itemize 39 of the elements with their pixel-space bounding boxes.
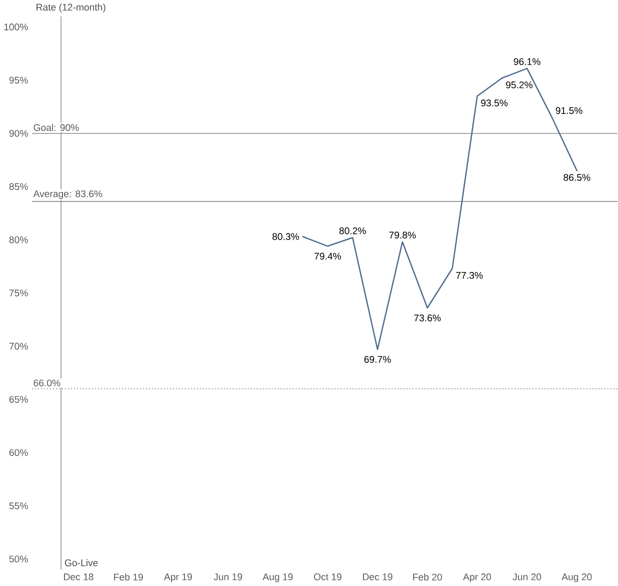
ref-line-label: 66.0%	[34, 380, 60, 387]
y-tick-label: 60%	[9, 449, 28, 456]
data-label: 69.7%	[364, 356, 391, 363]
y-tick-label: 100%	[4, 24, 28, 30]
x-tick-label: Dec 19	[363, 574, 392, 580]
y-tick-label: 80%	[9, 236, 28, 244]
x-tick-label: Aug 20	[562, 574, 592, 582]
y-tick-label: 85%	[9, 183, 28, 190]
data-label: 95.2%	[506, 82, 533, 88]
y-tick-label: 65%	[9, 396, 28, 403]
x-tick-label: Jun 20	[512, 574, 542, 580]
ref-line-label: Average: 83.6%	[33, 190, 102, 200]
ref-line-label: Go-Live	[64, 559, 98, 566]
data-label: 79.4%	[314, 252, 342, 260]
y-tick-label: 75%	[9, 290, 28, 297]
x-tick-label: Apr 20	[463, 574, 492, 582]
y-tick-label: 55%	[9, 502, 28, 510]
data-label: 80.2%	[339, 228, 366, 234]
y-tick-label: 70%	[9, 342, 28, 350]
y-tick-label: 50%	[9, 556, 28, 563]
y-tick-label: 95%	[9, 76, 28, 84]
x-tick-label: Oct 19	[314, 574, 342, 580]
data-label: 86.5%	[564, 174, 590, 181]
x-tick-label: Feb 19	[114, 574, 143, 581]
data-label: 80.3%	[272, 233, 300, 240]
x-tick-label: Jun 19	[214, 574, 242, 580]
data-label: 73.6%	[414, 314, 441, 322]
data-label: 93.5%	[481, 100, 508, 106]
x-tick-label: Dec 18	[64, 574, 94, 580]
data-label: 96.1%	[514, 58, 540, 66]
data-label: 79.8%	[389, 232, 416, 239]
x-tick-label: Apr 19	[164, 574, 192, 582]
data-label: 77.3%	[456, 272, 483, 279]
data-label: 91.5%	[556, 107, 582, 114]
y-axis-title: Rate (12-month)	[36, 4, 106, 13]
ref-line-label: Goal: 90%	[34, 124, 79, 132]
x-tick-label: Aug 19	[262, 574, 293, 582]
y-tick-label: 90%	[9, 130, 28, 137]
x-tick-label: Feb 20	[413, 574, 442, 581]
